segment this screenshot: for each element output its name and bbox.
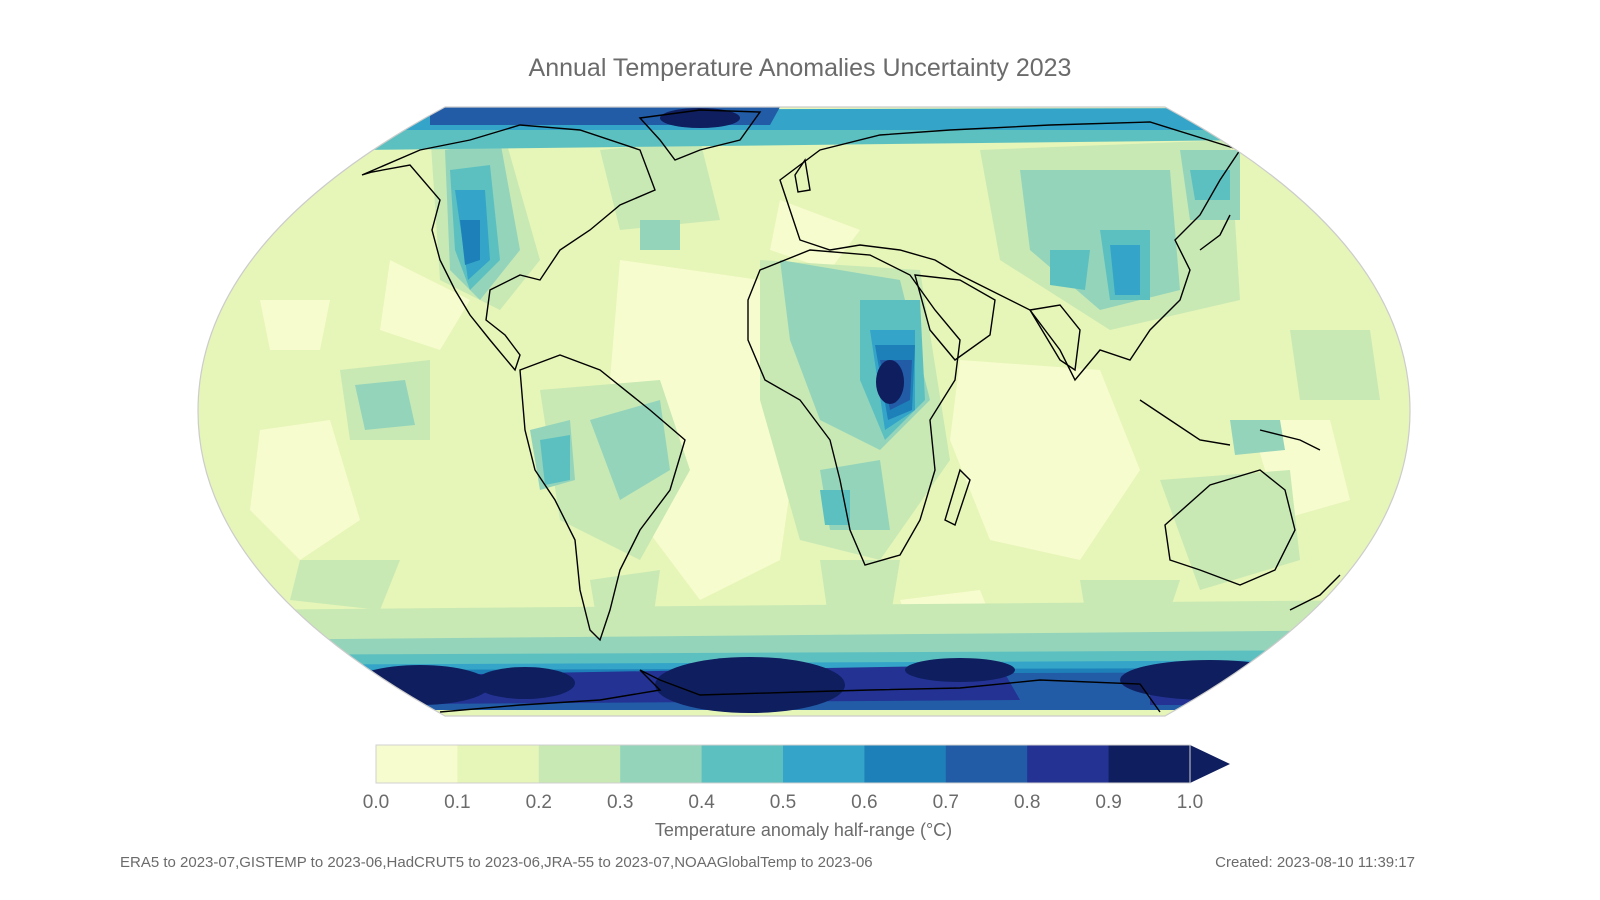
anomaly-field — [198, 107, 1410, 716]
colorbar-tick-label: 1.0 — [1176, 792, 1204, 813]
colorbar-tick-label: 0.2 — [525, 792, 553, 813]
colorbar-segment — [1108, 745, 1191, 783]
colorbar-tick-label: 0.6 — [851, 792, 878, 813]
colorbar-outline — [375, 744, 1191, 784]
colorbar-segment — [701, 745, 784, 783]
created-timestamp: Created: 2023-08-10 11:39:17 — [1215, 854, 1415, 871]
colorbar-tick-label: 0.5 — [769, 792, 797, 813]
coastlines — [361, 109, 1341, 713]
colorbar — [375, 744, 1230, 784]
colorbar-segment — [945, 745, 1028, 783]
colorbar-tick-label: 0.0 — [362, 792, 390, 813]
map-title: Annual Temperature Anomalies Uncertainty… — [528, 54, 1072, 82]
globe-outline — [197, 106, 1411, 717]
colorbar-tick-label: 0.7 — [932, 792, 960, 813]
colorbar-tick-label: 0.8 — [1013, 792, 1041, 813]
colorbar-segment — [1027, 745, 1110, 783]
colorbar-segment — [783, 745, 865, 783]
colorbar-segment — [620, 745, 703, 783]
colorbar-segment — [538, 745, 621, 783]
colorbar-extend-arrow — [1190, 745, 1230, 783]
colorbar-tick-label: 0.9 — [1095, 792, 1122, 813]
colorbar-segment — [864, 745, 947, 783]
data-sources-text: ERA5 to 2023-07,GISTEMP to 2023-06,HadCR… — [120, 854, 873, 871]
colorbar-tick-label: 0.4 — [688, 792, 715, 813]
colorbar-tick-label: 0.1 — [444, 792, 471, 813]
colorbar-segment — [376, 745, 458, 783]
colorbar-segment — [457, 745, 540, 783]
colorbar-tick-label: 0.3 — [606, 792, 634, 813]
colorbar-label: Temperature anomaly half-range (°C) — [654, 820, 953, 840]
